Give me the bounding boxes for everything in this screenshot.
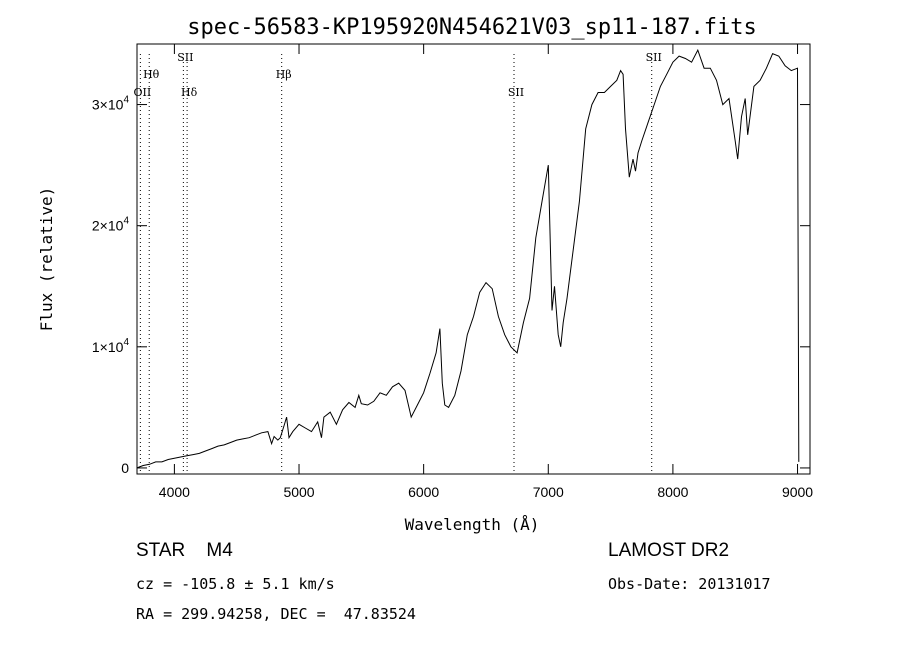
survey-name: LAMOST DR2	[608, 540, 730, 561]
spectral-line-label: Hβ	[276, 68, 292, 81]
axis-ticks: 4000 5000 6000 7000 8000 9000 0 1×104 2×104 3×104	[92, 44, 813, 500]
spectral-line-markers: Hθ OII SII Hδ Hβ SII SII	[134, 51, 662, 474]
x-tick-label: 8000	[657, 484, 688, 500]
spectral-line-label: SII	[177, 51, 193, 64]
plot-frame	[136, 43, 811, 475]
spectral-line-label: SII	[508, 86, 524, 99]
spectral-line-label: SII	[646, 51, 662, 64]
ra-dec: RA = 299.94258, DEC = 47.83524	[136, 605, 416, 623]
spectral-line-label: Hθ	[143, 68, 160, 81]
chart-title: spec-56583-KP195920N454621V03_sp11-187.f…	[187, 15, 757, 40]
obs-date: Obs-Date: 20131017	[608, 575, 771, 593]
y-tick-label: 1×104	[92, 337, 130, 355]
flux-series-line	[136, 48, 800, 469]
spectral-line-label: OII	[134, 86, 152, 99]
y-tick-label: 0	[121, 460, 129, 476]
y-tick-label: 2×104	[92, 216, 130, 234]
object-class: STAR M4	[136, 540, 233, 561]
x-tick-label: 4000	[159, 484, 190, 500]
y-tick-label: 3×104	[92, 95, 130, 113]
x-tick-label: 7000	[533, 484, 564, 500]
x-tick-label: 9000	[782, 484, 813, 500]
x-tick-label: 6000	[408, 484, 439, 500]
spectral-line-label: Hδ	[181, 86, 198, 99]
y-axis-label: Flux (relative)	[37, 187, 56, 332]
x-axis-label: Wavelength (Å)	[405, 515, 540, 534]
redshift-cz: cz = -105.8 ± 5.1 km/s	[136, 575, 335, 593]
x-tick-label: 5000	[283, 484, 314, 500]
